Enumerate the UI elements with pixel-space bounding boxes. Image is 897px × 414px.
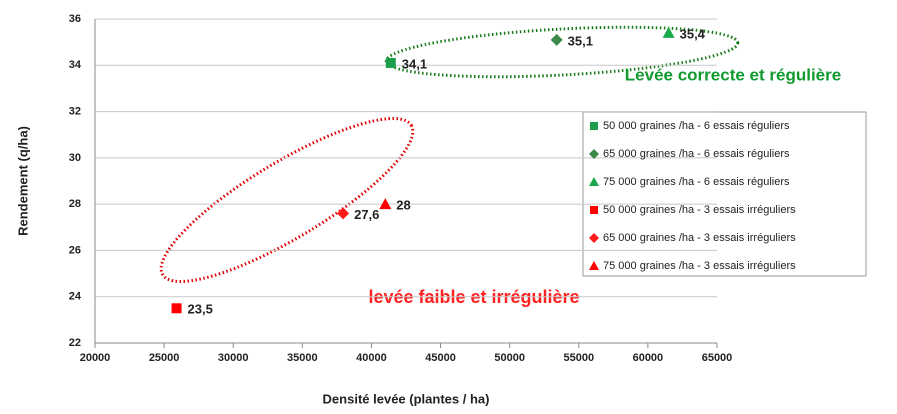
legend-marker bbox=[589, 177, 599, 186]
legend-marker bbox=[589, 261, 599, 270]
legend-marker bbox=[590, 206, 598, 214]
marker bbox=[385, 57, 396, 68]
data-label: 27,6 bbox=[354, 207, 379, 222]
x-tick-label: 35000 bbox=[287, 352, 318, 364]
y-tick-label: 26 bbox=[69, 244, 81, 256]
data-label: 34,1 bbox=[402, 56, 427, 71]
data-label: 35,4 bbox=[680, 26, 706, 41]
data-label: 28 bbox=[396, 198, 410, 213]
y-tick-label: 22 bbox=[69, 337, 81, 349]
marker bbox=[337, 207, 350, 220]
x-tick-label: 25000 bbox=[149, 352, 180, 364]
y-tick-label: 30 bbox=[69, 152, 81, 164]
data-label: 35,1 bbox=[568, 33, 593, 48]
legend-label: 65 000 graines /ha - 3 essais irrégulier… bbox=[603, 232, 796, 244]
marker bbox=[379, 198, 392, 210]
legend-marker bbox=[590, 122, 598, 130]
marker bbox=[662, 26, 675, 38]
legend-label: 75 000 graines /ha - 6 essais réguliers bbox=[603, 176, 790, 188]
y-axis-label: Rendement (q/ha) bbox=[15, 126, 30, 236]
x-tick-label: 40000 bbox=[356, 352, 387, 364]
x-tick-label: 60000 bbox=[633, 352, 664, 364]
x-axis-label: Densité levée (plantes / ha) bbox=[323, 391, 490, 406]
y-tick-label: 28 bbox=[69, 198, 81, 210]
ellipse-irregular bbox=[159, 117, 415, 283]
legend-label: 75 000 graines /ha - 3 essais irrégulier… bbox=[603, 260, 796, 272]
y-tick-label: 34 bbox=[69, 59, 82, 71]
x-tick-label: 45000 bbox=[425, 352, 456, 364]
legend-marker bbox=[589, 233, 599, 243]
legend-label: 50 000 graines /ha - 3 essais irrégulier… bbox=[603, 204, 796, 216]
x-tick-label: 20000 bbox=[80, 352, 111, 364]
annotation-regular: Levée correcte et régulière bbox=[625, 65, 841, 84]
y-tick-label: 24 bbox=[69, 291, 82, 303]
marker bbox=[550, 33, 563, 46]
legend-box bbox=[582, 111, 867, 277]
x-tick-label: 50000 bbox=[494, 352, 525, 364]
data-label: 23,5 bbox=[188, 302, 213, 317]
x-tick-label: 30000 bbox=[218, 352, 249, 364]
legend-label: 50 000 graines /ha - 6 essais réguliers bbox=[603, 120, 790, 132]
y-tick-label: 36 bbox=[69, 13, 81, 25]
y-tick-label: 32 bbox=[69, 105, 81, 117]
x-tick-label: 55000 bbox=[563, 352, 594, 364]
marker bbox=[171, 303, 182, 314]
x-tick-label: 65000 bbox=[702, 352, 733, 364]
legend-marker bbox=[589, 149, 599, 159]
legend-label: 65 000 graines /ha - 6 essais réguliers bbox=[603, 148, 790, 160]
